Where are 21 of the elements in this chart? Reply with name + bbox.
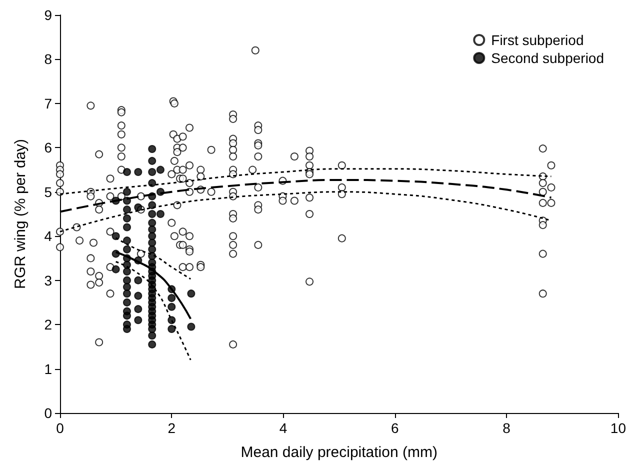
legend-label: First subperiod (491, 32, 584, 48)
x-tick-label: 0 (56, 420, 64, 436)
y-tick-label: 2 (44, 316, 52, 333)
y-tick-label: 9 (44, 7, 52, 23)
y-tick-label: 6 (44, 140, 52, 156)
y-tick-label: 4 (44, 228, 52, 244)
y-tick-label: 3 (44, 272, 52, 288)
x-tick-label: 4 (279, 420, 288, 436)
x-tick-label: 6 (391, 420, 400, 436)
legend-label: Second subperiod (491, 50, 604, 66)
y-tick-label: 7 (44, 95, 52, 112)
y-tick-label: 5 (44, 184, 52, 200)
y-tick-label: 1 (44, 360, 52, 377)
y-tick-label: 0 (44, 405, 52, 421)
y-tick-label: 8 (44, 51, 52, 68)
x-tick-label: 10 (610, 420, 626, 436)
y-axis-title: RGR wing (% per day) (12, 138, 29, 290)
x-tick-label: 8 (502, 420, 511, 436)
x-axis-title: Mean daily precipitation (mm) (240, 444, 438, 461)
line-series (115, 261, 192, 361)
x-tick-label: 2 (168, 420, 176, 436)
